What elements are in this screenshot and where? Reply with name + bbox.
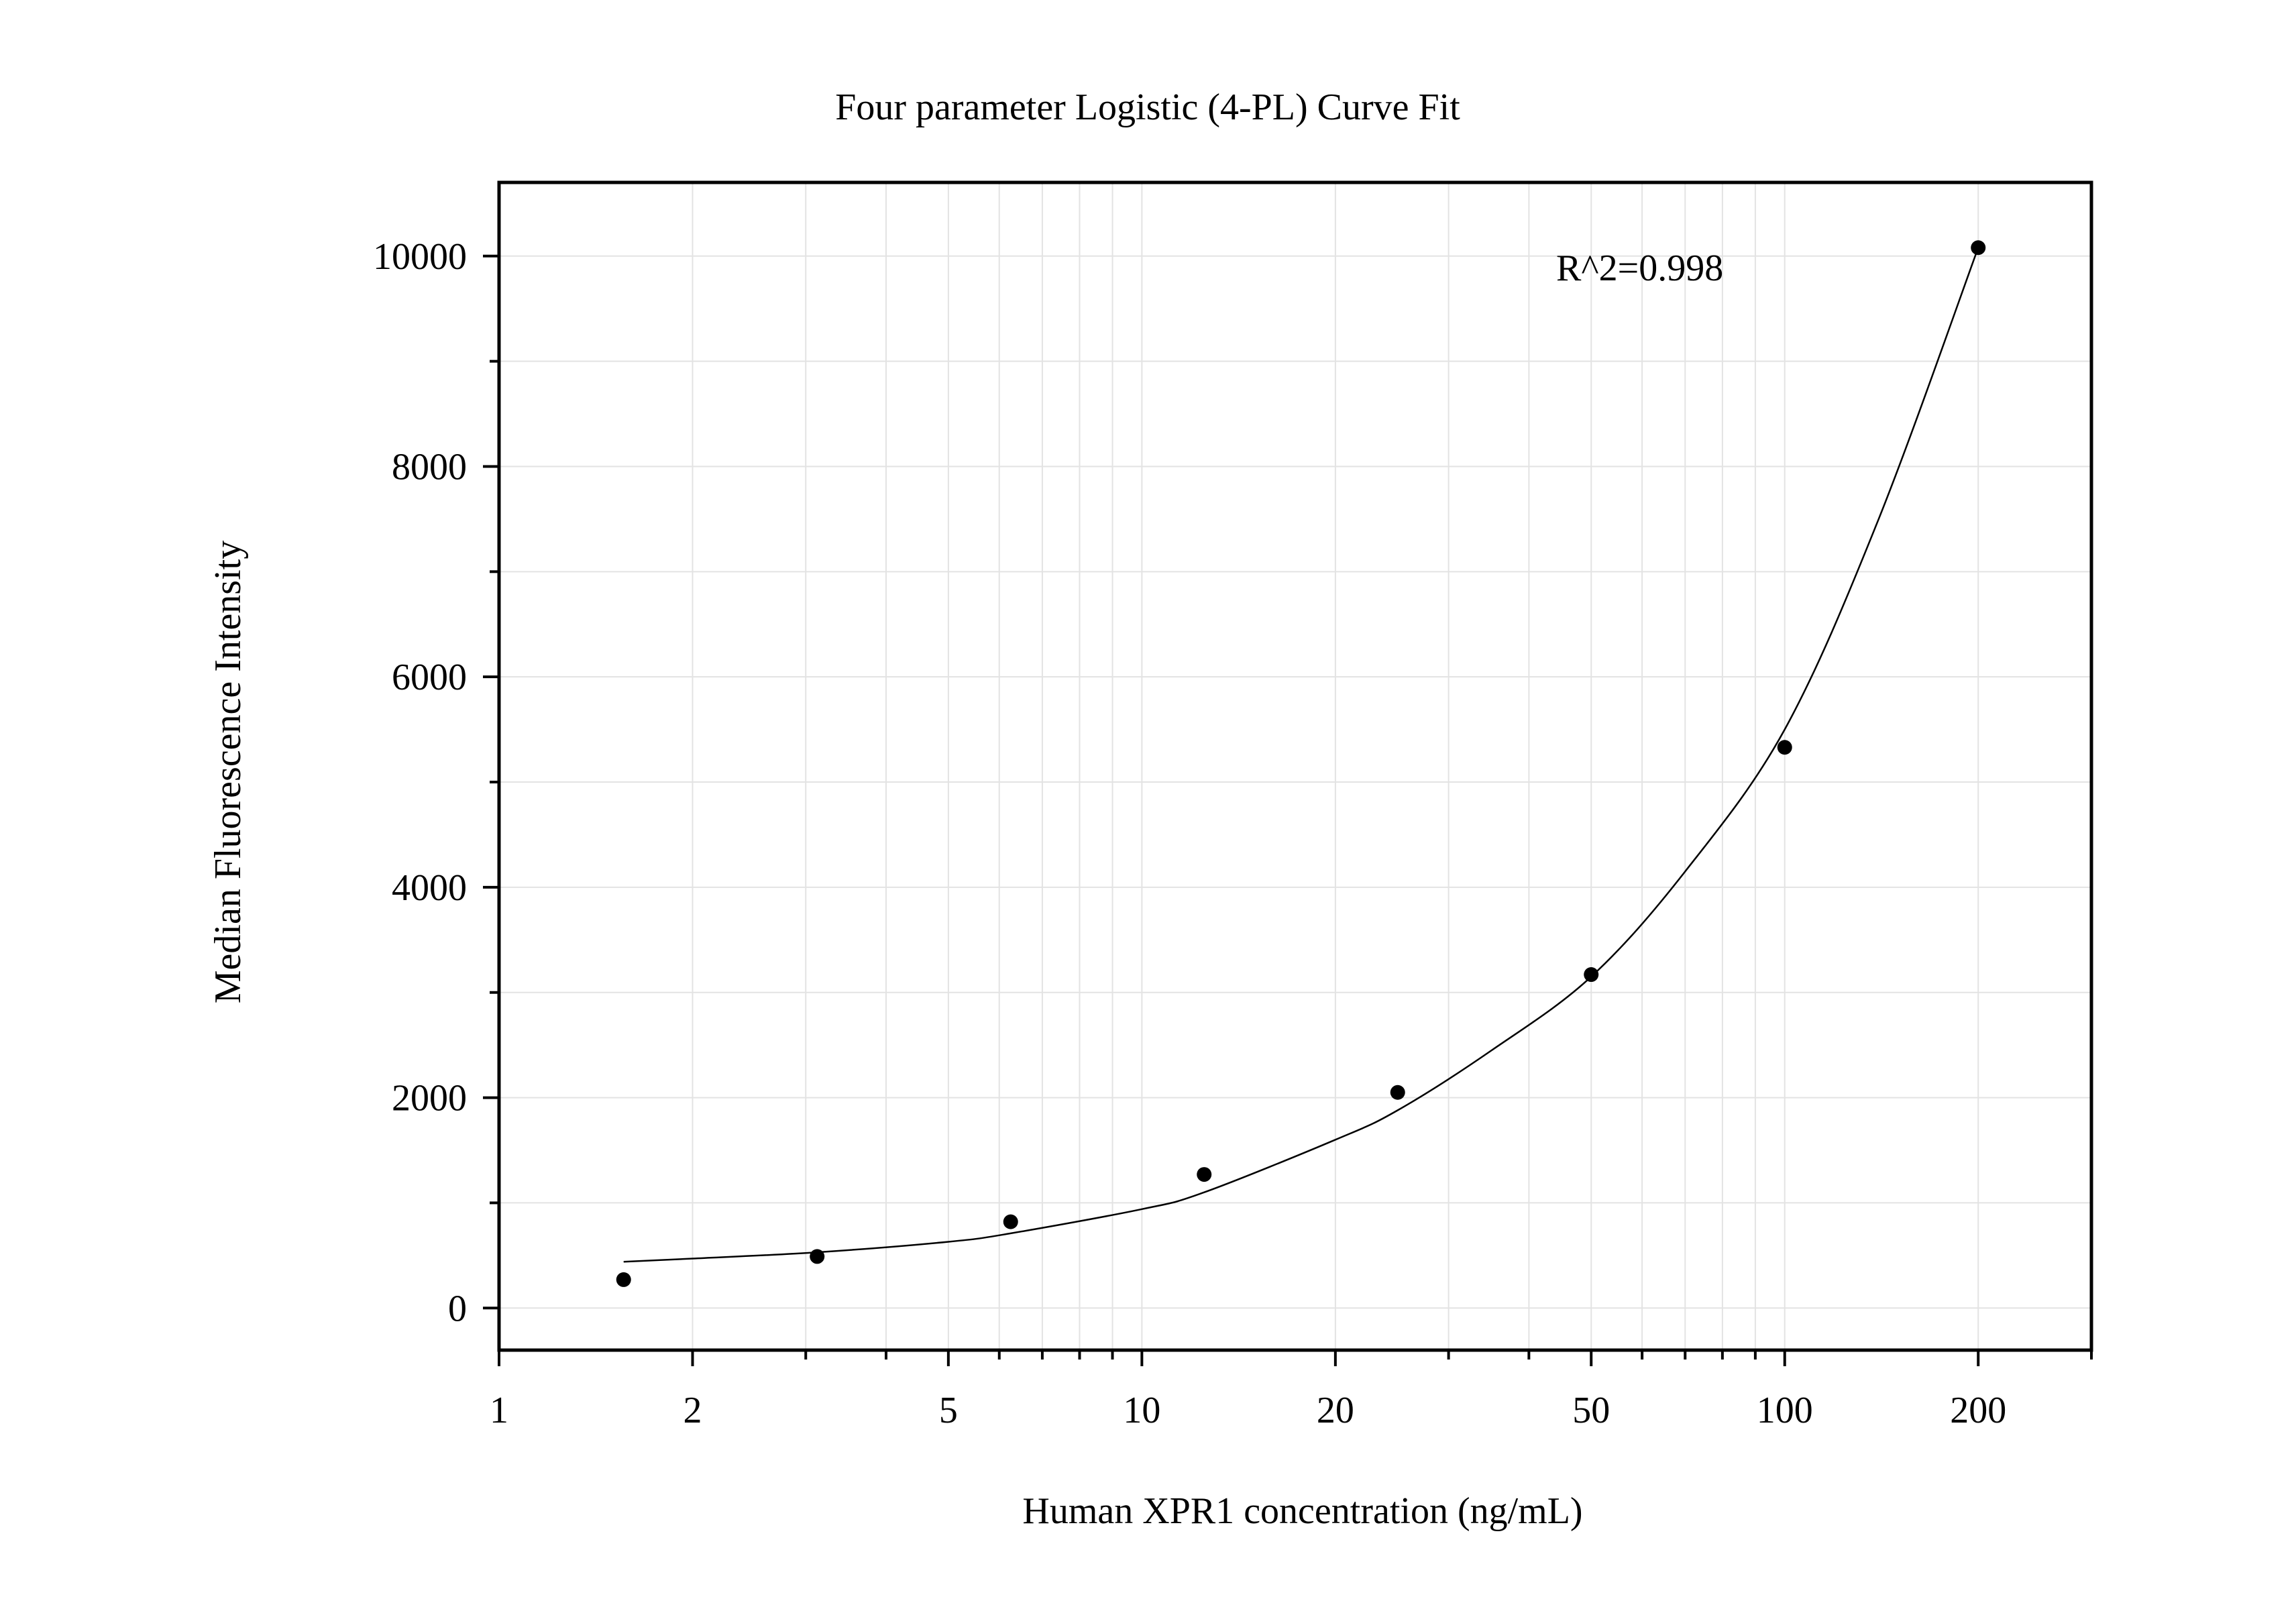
x-tick-label: 50	[1572, 1390, 1610, 1431]
y-tick-label: 8000	[392, 446, 467, 488]
fit-curve	[623, 247, 1979, 1263]
data-points-layer	[616, 240, 1986, 1287]
data-point	[616, 1272, 631, 1287]
x-axis-label: Human XPR1 concentration (ng/mL)	[1022, 1490, 1582, 1532]
grid-layer	[499, 182, 2092, 1350]
data-point	[1003, 1214, 1018, 1229]
x-tick-label: 20	[1317, 1390, 1354, 1431]
y-tick-label: 4000	[392, 867, 467, 909]
chart-title: Four parameter Logistic (4-PL) Curve Fit	[835, 87, 1460, 128]
x-tick-label: 5	[939, 1390, 958, 1431]
y-tick-label: 0	[448, 1288, 467, 1329]
data-point	[1390, 1085, 1405, 1100]
x-tick-label: 2	[683, 1390, 702, 1431]
y-tick-label: 10000	[373, 236, 467, 278]
x-tick-label: 200	[1950, 1390, 2006, 1431]
x-tick-label: 1	[490, 1390, 508, 1431]
y-tick-label: 6000	[392, 657, 467, 698]
fit-curve-layer	[623, 247, 1979, 1263]
x-tick-label: 100	[1757, 1390, 1813, 1431]
plot-frame	[497, 180, 2093, 1352]
data-point	[1777, 740, 1792, 755]
data-point	[810, 1249, 825, 1264]
y-axis-label: Median Fluorescence Intensity	[207, 541, 249, 1003]
y-tick-label: 2000	[392, 1078, 467, 1119]
r-squared-annotation: R^2=0.998	[1556, 247, 1723, 289]
data-point	[1584, 967, 1599, 983]
data-point	[1197, 1167, 1212, 1182]
x-tick-label: 10	[1123, 1390, 1160, 1431]
data-point	[1971, 240, 1986, 256]
